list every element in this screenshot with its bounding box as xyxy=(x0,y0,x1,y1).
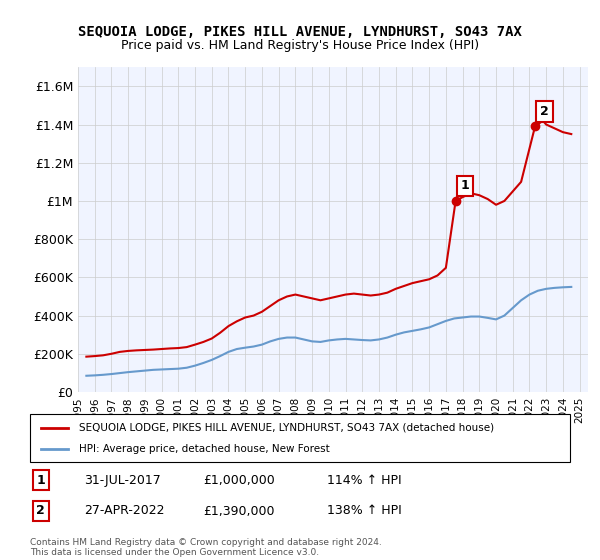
Text: £1,000,000: £1,000,000 xyxy=(203,474,275,487)
Text: Contains HM Land Registry data © Crown copyright and database right 2024.
This d: Contains HM Land Registry data © Crown c… xyxy=(30,538,382,557)
Text: 138% ↑ HPI: 138% ↑ HPI xyxy=(327,505,402,517)
Text: SEQUOIA LODGE, PIKES HILL AVENUE, LYNDHURST, SO43 7AX: SEQUOIA LODGE, PIKES HILL AVENUE, LYNDHU… xyxy=(78,25,522,39)
Text: 1: 1 xyxy=(461,179,469,193)
Text: 27-APR-2022: 27-APR-2022 xyxy=(84,505,164,517)
Text: SEQUOIA LODGE, PIKES HILL AVENUE, LYNDHURST, SO43 7AX (detached house): SEQUOIA LODGE, PIKES HILL AVENUE, LYNDHU… xyxy=(79,423,494,433)
Text: HPI: Average price, detached house, New Forest: HPI: Average price, detached house, New … xyxy=(79,444,329,454)
Text: 1: 1 xyxy=(37,474,45,487)
Text: 114% ↑ HPI: 114% ↑ HPI xyxy=(327,474,401,487)
FancyBboxPatch shape xyxy=(30,414,570,462)
Text: 2: 2 xyxy=(540,105,549,118)
Text: 31-JUL-2017: 31-JUL-2017 xyxy=(84,474,161,487)
Text: 2: 2 xyxy=(37,505,45,517)
Text: £1,390,000: £1,390,000 xyxy=(203,505,274,517)
Text: Price paid vs. HM Land Registry's House Price Index (HPI): Price paid vs. HM Land Registry's House … xyxy=(121,39,479,52)
